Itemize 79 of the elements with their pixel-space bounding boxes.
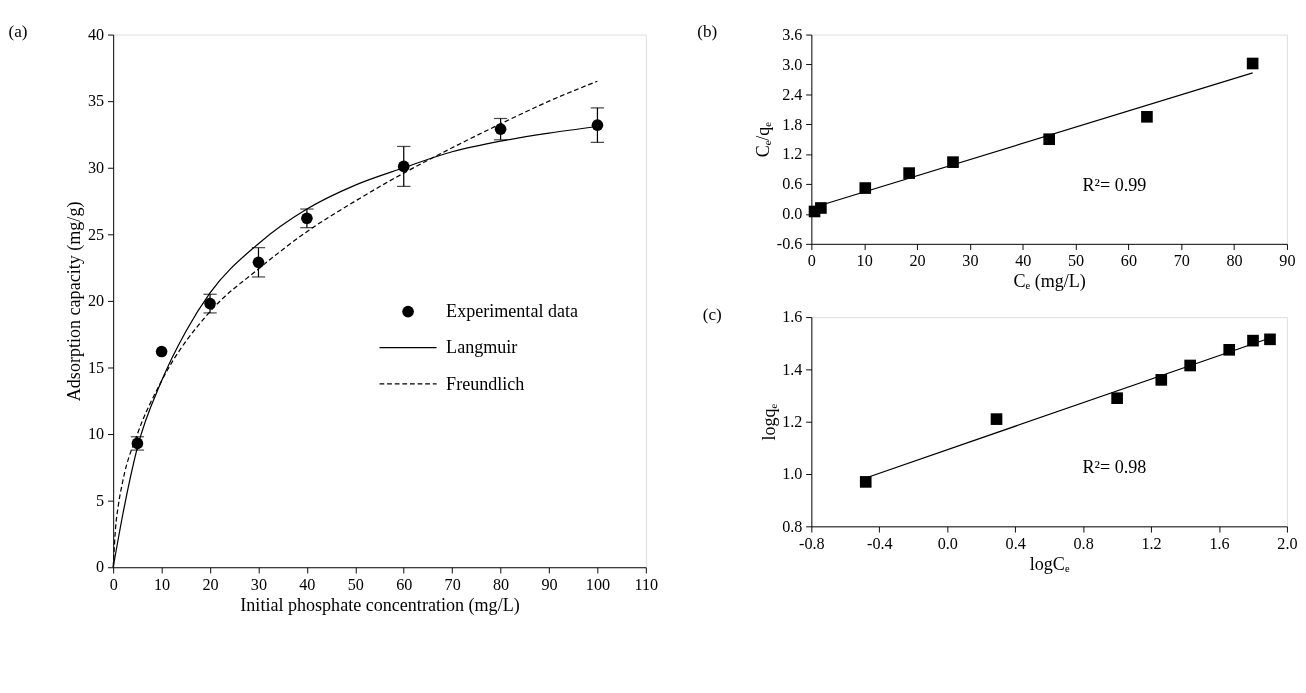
x-tick-label: 10 (856, 252, 873, 270)
y-tick-label: 3.6 (782, 25, 803, 43)
y-tick-label: 40 (88, 25, 105, 43)
point (1111, 392, 1123, 405)
point (1264, 333, 1276, 346)
x-tick-label: 90 (541, 575, 558, 593)
x-tick-label: 80 (1226, 252, 1243, 270)
y-tick-label: 5 (96, 491, 105, 509)
legend-label: Langmuir (446, 337, 518, 358)
x-tick-label: 20 (909, 252, 926, 270)
x-tick-label: 110 (634, 575, 659, 593)
x-tick-label: 100 (585, 575, 611, 593)
annotation: R²= 0.98 (1082, 457, 1147, 478)
x-tick-label: 70 (1173, 252, 1190, 270)
x-tick-label: 1.2 (1141, 534, 1162, 552)
x-tick-label: 60 (1120, 252, 1137, 270)
point (1223, 343, 1236, 356)
x-tick-label: -0.4 (867, 534, 893, 552)
x-axis-title: logCₑ (1029, 553, 1070, 574)
x-tick-label: 0.4 (1005, 534, 1026, 552)
point (903, 167, 915, 179)
x-tick-label: 20 (202, 575, 219, 593)
chart-title: (b) (697, 22, 718, 42)
x-axis-title: Initial phosphate concentration (mg/L) (240, 594, 520, 616)
x-tick-label: 40 (1015, 252, 1032, 270)
x-tick-label: 50 (347, 575, 364, 593)
y-tick-label: 1.4 (782, 360, 803, 378)
point (947, 156, 959, 168)
y-tick-label: 0 (96, 558, 105, 576)
x-tick-label: 30 (250, 575, 268, 593)
x-tick-label: 2.0 (1277, 534, 1298, 552)
x-tick-label: 1.6 (1209, 534, 1230, 552)
annotation: R²= 0.99 (1082, 174, 1147, 195)
point (990, 413, 1003, 425)
x-tick-label: 50 (1068, 252, 1085, 270)
legend-label: Freundlich (446, 373, 525, 394)
y-tick-label: 0.6 (782, 175, 803, 193)
y-tick-label: 20 (88, 292, 105, 310)
x-axis-title: Cₑ (mg/L) (1013, 271, 1086, 293)
x-tick-label: 30 (962, 252, 979, 270)
y-tick-label: 35 (88, 92, 105, 110)
y-tick-label: 2.4 (782, 85, 803, 103)
legend-label: Experimental data (446, 301, 579, 322)
x-tick-label: 70 (444, 575, 461, 593)
y-tick-label: 0.8 (782, 517, 803, 535)
x-tick-label: 60 (396, 575, 413, 593)
y-axis-title: Cₑ/qₑ (753, 121, 774, 158)
x-tick-label: 10 (154, 575, 171, 593)
y-tick-label: 10 (88, 425, 105, 443)
y-axis-title: logqₑ (758, 403, 779, 441)
x-tick-label: 0.8 (1073, 534, 1094, 552)
y-axis-title: Adsorption capacity (mg/g) (64, 201, 86, 402)
y-tick-label: 3.0 (782, 55, 803, 73)
chart-title: (c) (702, 304, 722, 324)
y-tick-label: -0.6 (776, 235, 803, 253)
y-tick-label: 15 (88, 358, 105, 376)
y-tick-label: 1.2 (782, 145, 803, 163)
point (1155, 374, 1168, 386)
point (1043, 133, 1055, 146)
y-tick-label: 30 (88, 158, 105, 176)
point (155, 345, 168, 358)
y-tick-label: 1.0 (782, 465, 803, 483)
x-tick-label: 0 (807, 252, 816, 270)
y-tick-label: 0.0 (782, 205, 803, 223)
x-tick-label: 0 (109, 575, 118, 593)
x-tick-label: 80 (492, 575, 510, 593)
x-tick-label: 0.0 (937, 534, 958, 552)
y-tick-label: 1.8 (782, 115, 803, 133)
y-tick-label: 1.6 (782, 308, 803, 326)
chart-title: (a) (8, 22, 28, 42)
x-tick-label: 90 (1279, 252, 1296, 270)
x-tick-label: 40 (299, 575, 316, 593)
y-tick-label: 1.2 (782, 412, 803, 430)
point (859, 476, 872, 488)
y-tick-label: 25 (88, 225, 105, 243)
point (859, 182, 872, 194)
point (1141, 110, 1153, 123)
point (815, 202, 827, 214)
x-tick-label: -0.8 (799, 534, 825, 552)
